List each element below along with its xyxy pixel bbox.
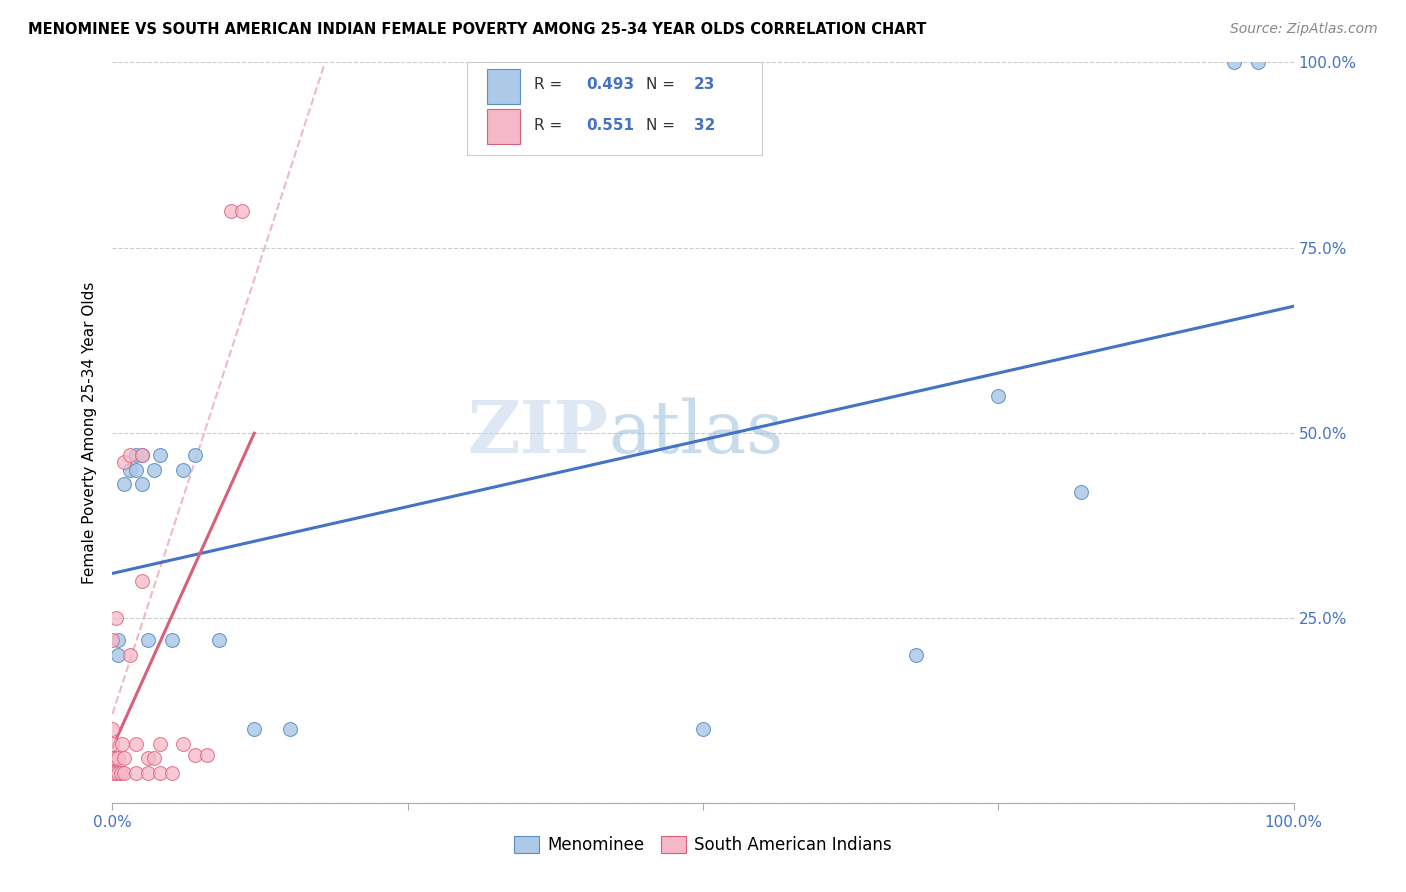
Y-axis label: Female Poverty Among 25-34 Year Olds: Female Poverty Among 25-34 Year Olds xyxy=(82,282,97,583)
Point xyxy=(184,747,207,762)
Point xyxy=(107,648,129,662)
Point xyxy=(149,448,172,462)
Point xyxy=(149,737,172,751)
Text: ZIP: ZIP xyxy=(468,397,609,468)
Point xyxy=(120,448,142,462)
Point xyxy=(1070,484,1092,499)
Point xyxy=(107,751,129,765)
Point xyxy=(243,722,266,736)
Point xyxy=(278,722,301,736)
Point xyxy=(195,747,218,762)
Point xyxy=(125,737,148,751)
Point xyxy=(131,477,153,491)
Point xyxy=(111,737,134,751)
Text: 0.551: 0.551 xyxy=(586,119,634,133)
Point xyxy=(136,751,159,765)
Point xyxy=(172,462,194,476)
Point xyxy=(120,462,142,476)
Text: Source: ZipAtlas.com: Source: ZipAtlas.com xyxy=(1230,22,1378,37)
Point xyxy=(142,462,165,476)
Point xyxy=(104,766,127,780)
Point xyxy=(149,766,172,780)
Point xyxy=(125,448,148,462)
Point xyxy=(112,751,135,765)
Text: atlas: atlas xyxy=(609,397,785,468)
Text: 32: 32 xyxy=(693,119,714,133)
FancyBboxPatch shape xyxy=(486,69,520,104)
Point xyxy=(219,203,242,218)
Point xyxy=(125,462,148,476)
Point xyxy=(104,751,127,765)
Text: R =: R = xyxy=(534,119,567,133)
Text: 23: 23 xyxy=(693,77,714,92)
Text: MENOMINEE VS SOUTH AMERICAN INDIAN FEMALE POVERTY AMONG 25-34 YEAR OLDS CORRELAT: MENOMINEE VS SOUTH AMERICAN INDIAN FEMAL… xyxy=(28,22,927,37)
Point xyxy=(172,737,194,751)
Text: 0.493: 0.493 xyxy=(586,77,634,92)
Text: N =: N = xyxy=(647,119,681,133)
Point xyxy=(136,766,159,780)
Point xyxy=(107,766,129,780)
Point xyxy=(112,455,135,469)
Point xyxy=(120,648,142,662)
FancyBboxPatch shape xyxy=(486,109,520,145)
Point xyxy=(131,448,153,462)
Point xyxy=(1247,55,1270,70)
Point xyxy=(160,766,183,780)
Point xyxy=(112,766,135,780)
Point xyxy=(160,632,183,647)
Point xyxy=(131,448,153,462)
Point xyxy=(110,766,132,780)
Point xyxy=(184,448,207,462)
Point xyxy=(208,632,231,647)
Point xyxy=(101,737,124,751)
Point xyxy=(101,751,124,765)
Point xyxy=(692,722,714,736)
Point xyxy=(125,766,148,780)
Point xyxy=(231,203,253,218)
Point xyxy=(101,632,124,647)
Point xyxy=(987,388,1010,402)
Point xyxy=(142,751,165,765)
Point xyxy=(105,610,128,624)
Point xyxy=(136,632,159,647)
Point xyxy=(904,648,927,662)
Point xyxy=(101,766,124,780)
Point xyxy=(101,722,124,736)
Text: N =: N = xyxy=(647,77,681,92)
Point xyxy=(112,477,135,491)
FancyBboxPatch shape xyxy=(467,62,762,155)
Point xyxy=(131,574,153,588)
Point xyxy=(1223,55,1246,70)
Legend: Menominee, South American Indians: Menominee, South American Indians xyxy=(508,830,898,861)
Text: R =: R = xyxy=(534,77,567,92)
Point xyxy=(107,632,129,647)
